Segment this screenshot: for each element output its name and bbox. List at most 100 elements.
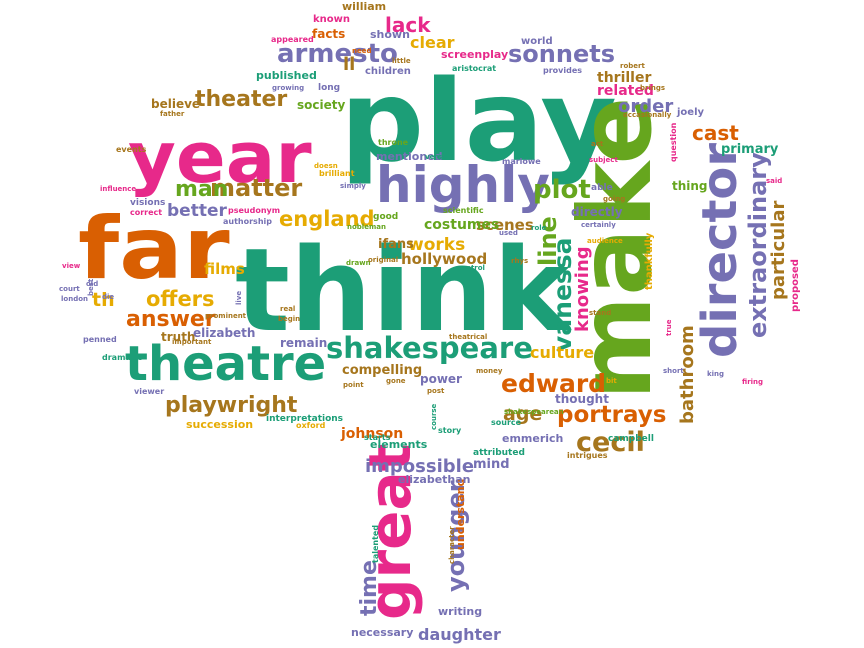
word-authorship: authorship: [223, 217, 272, 226]
word-man: man: [175, 177, 228, 202]
word-course: course: [430, 403, 438, 430]
word-succession: succession: [186, 418, 253, 431]
word-necessary: necessary: [351, 626, 413, 639]
word-attributed: attributed: [473, 448, 525, 458]
word-penned: penned: [83, 335, 117, 344]
word-appeared: appeared: [271, 35, 314, 44]
word-used: used: [499, 229, 518, 237]
word-far: far: [78, 199, 230, 299]
word-elizabethan: elizabethan: [398, 473, 471, 486]
word-original: original: [368, 256, 398, 264]
word-films: films: [204, 260, 245, 278]
word-th: th: [92, 289, 115, 311]
word-view: view: [62, 262, 81, 270]
word-brings: brings: [640, 84, 665, 92]
word-compelling: compelling: [342, 363, 422, 378]
word-nobleman: nobleman: [347, 223, 386, 231]
word-drawn: drawn: [346, 259, 371, 267]
word-story: story: [438, 426, 462, 435]
word-screenplay: screenplay: [441, 48, 508, 61]
word-william: william: [342, 0, 386, 13]
word-power: power: [420, 372, 462, 386]
word-london: london: [61, 295, 88, 303]
word-starts: starts: [364, 433, 391, 442]
word-best: best: [87, 278, 95, 296]
word-works: works: [408, 235, 465, 255]
word-truth: truth: [161, 330, 195, 344]
word-money: money: [476, 367, 503, 375]
word-post: post: [427, 387, 445, 395]
word-good: good: [373, 212, 398, 222]
word-little: little: [392, 57, 411, 65]
word-age: age: [503, 403, 542, 425]
word-rhys: rhys: [511, 257, 528, 265]
word-thought: thought: [555, 392, 609, 406]
word-need: need: [352, 47, 372, 55]
word-thankfully: thankfully: [644, 232, 655, 290]
word-audience: audience: [587, 237, 623, 245]
word-verse: verse: [425, 153, 447, 161]
word-director: director: [692, 143, 748, 358]
word-aristocrat: aristocrat: [452, 64, 496, 73]
word-scientific: scientific: [443, 206, 484, 215]
word-live: live: [235, 291, 243, 305]
word-real: real: [280, 305, 295, 313]
word-occasionally: occasionally: [623, 111, 672, 119]
word-able: able: [591, 183, 613, 193]
word-theatre: theatre: [125, 336, 326, 392]
word-said: said: [766, 177, 782, 185]
word-costumes: costumes: [424, 217, 499, 233]
word-source: source: [491, 418, 522, 427]
word-play: play: [340, 57, 617, 188]
word-great: great: [356, 444, 424, 620]
word-stand: stand: [589, 309, 611, 317]
word-younger: younger: [442, 480, 470, 592]
word-correct: correct: [130, 208, 162, 217]
word-father: father: [160, 110, 185, 118]
word-influence: influence: [100, 185, 136, 193]
word-certainly: certainly: [581, 221, 616, 229]
word-act: act: [591, 140, 604, 148]
word-thing: thing: [672, 179, 708, 193]
word-knowing: knowing: [572, 246, 593, 332]
word-intrigues: intrigues: [567, 451, 608, 460]
word-events: events: [116, 145, 147, 154]
word-impossible: impossible: [365, 456, 474, 477]
word-elements: elements: [370, 438, 428, 451]
word-answer: answer: [126, 307, 216, 332]
word-year: year: [128, 117, 312, 199]
word-bit: bit: [606, 377, 617, 385]
word-firing: firing: [742, 378, 763, 386]
word-interpretations: interpretations: [266, 414, 343, 424]
word-long: long: [318, 83, 340, 93]
word-throne: throne: [378, 138, 409, 147]
word-going: going: [603, 195, 625, 203]
word-cecil: cecil: [576, 427, 645, 458]
word-important: important: [172, 338, 212, 346]
word-order: order: [618, 96, 673, 117]
word-oxford: oxford: [296, 421, 326, 430]
word-shakespeare: shakespeare: [326, 331, 533, 365]
word-subject: subject: [589, 156, 618, 164]
word-hollywood: hollywood: [401, 250, 487, 268]
word-armesto: armesto: [277, 39, 398, 69]
word-playwright: playwright: [165, 393, 298, 418]
word-king: king: [707, 370, 724, 378]
word-clear: clear: [410, 33, 455, 52]
word-provides: provides: [543, 66, 582, 75]
word-johnson: johnson: [340, 426, 403, 442]
word-england: england: [279, 207, 375, 231]
word-better: better: [167, 201, 227, 221]
word-old: old: [86, 280, 98, 288]
word-emmerich: emmerich: [502, 432, 563, 445]
word-proposed: proposed: [790, 259, 801, 312]
word-begin: begin: [278, 315, 300, 323]
word-question: question: [669, 122, 678, 162]
word-scenes: scenes: [476, 216, 534, 234]
word-viewer: viewer: [134, 387, 164, 396]
word-mentioned: mentioned: [376, 150, 443, 163]
word-make: make: [557, 97, 674, 400]
word-children: children: [365, 66, 411, 77]
word-short: short: [663, 367, 684, 375]
word-marlowe: marlowe: [502, 157, 541, 166]
